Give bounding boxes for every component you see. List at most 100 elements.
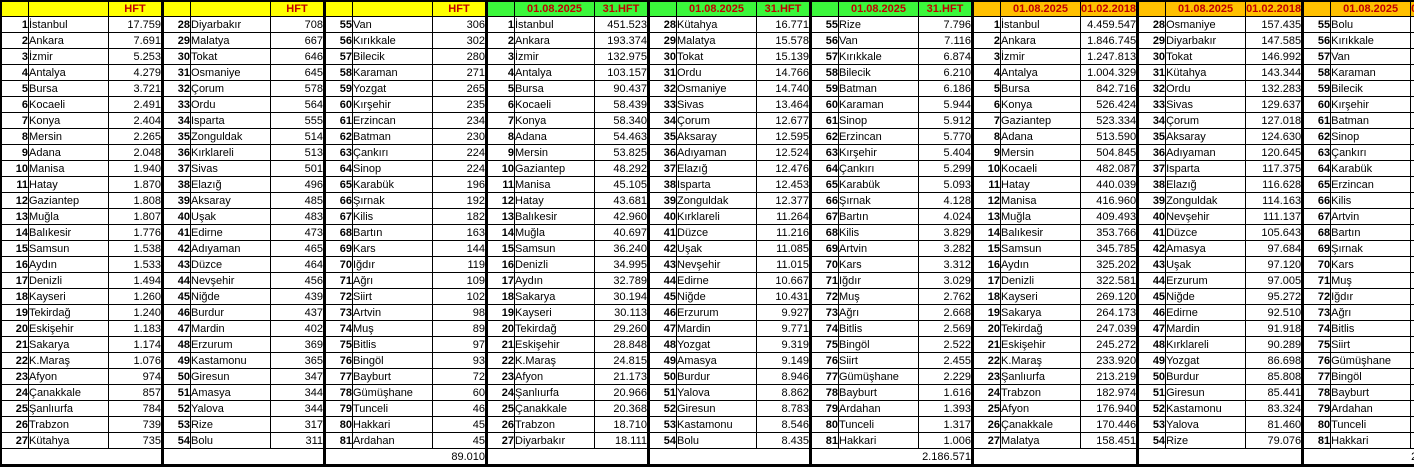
rank-cell[interactable]: 10 — [0, 160, 29, 177]
value-cell[interactable]: 97 — [432, 336, 487, 353]
value-cell[interactable]: 311 — [270, 432, 325, 449]
city-cell[interactable]: Osmaniye — [676, 80, 757, 97]
col-header-date[interactable]: 01.08.2025 — [1165, 0, 1247, 17]
city-cell[interactable]: Kars — [838, 256, 919, 273]
value-cell[interactable]: 504.845 — [1080, 144, 1138, 161]
value-cell[interactable]: 7.796 — [918, 16, 973, 33]
rank-cell[interactable]: 30 — [649, 48, 677, 65]
city-cell[interactable]: Kars — [352, 240, 433, 257]
value-cell[interactable]: 97.005 — [1245, 272, 1303, 289]
city-cell[interactable]: Şırnak — [838, 192, 919, 209]
value-cell[interactable]: 1.393 — [918, 400, 973, 417]
value-cell[interactable]: 269.120 — [1080, 288, 1138, 305]
rank-cell[interactable]: 35 — [649, 128, 677, 145]
rank-cell[interactable]: 13 — [487, 208, 515, 225]
value-cell[interactable]: 302 — [432, 32, 487, 49]
rank-cell[interactable]: 35 — [1138, 128, 1167, 145]
rank-cell[interactable]: 31 — [649, 64, 677, 81]
value-cell[interactable]: 645 — [270, 64, 325, 81]
rank-cell[interactable]: 74 — [1303, 320, 1332, 337]
rank-cell[interactable]: 47 — [649, 320, 677, 337]
city-cell[interactable]: Osmaniye — [190, 64, 271, 81]
city-cell[interactable]: Kırşehir — [352, 96, 433, 113]
city-cell[interactable]: Erzurum — [1165, 272, 1247, 289]
rank-cell[interactable]: 1 — [0, 16, 29, 33]
rank-cell[interactable]: 8 — [973, 128, 1001, 145]
value-cell[interactable]: 182 — [432, 208, 487, 225]
value-cell[interactable]: 46 — [432, 400, 487, 417]
rank-cell[interactable]: 64 — [1303, 160, 1332, 177]
city-cell[interactable]: Karabük — [1330, 160, 1412, 177]
rank-cell[interactable]: 54 — [1138, 432, 1167, 449]
city-cell[interactable]: Manisa — [1000, 192, 1081, 209]
rank-cell[interactable]: 7 — [973, 112, 1001, 129]
rank-cell[interactable]: 63 — [1303, 144, 1332, 161]
rank-cell[interactable]: 45 — [1138, 288, 1167, 305]
value-cell[interactable]: 1.317 — [918, 416, 973, 433]
city-cell[interactable]: İstanbul — [28, 16, 109, 33]
rank-cell[interactable]: 17 — [487, 272, 515, 289]
city-cell[interactable]: Muş — [352, 320, 433, 337]
rank-cell[interactable]: 77 — [1303, 368, 1332, 385]
col-header-rank[interactable] — [487, 0, 515, 17]
value-cell[interactable]: 234 — [432, 112, 487, 129]
value-cell[interactable]: 95.272 — [1245, 288, 1303, 305]
value-cell[interactable]: 325.202 — [1080, 256, 1138, 273]
value-cell[interactable]: 124.630 — [1245, 128, 1303, 145]
rank-cell[interactable]: 38 — [163, 176, 191, 193]
value-cell[interactable]: 10.431 — [756, 288, 811, 305]
rank-cell[interactable]: 43 — [163, 256, 191, 273]
rank-cell[interactable]: 78 — [325, 384, 353, 401]
city-cell[interactable]: Rize — [190, 416, 271, 433]
rank-cell[interactable]: 54 — [649, 432, 677, 449]
city-cell[interactable]: Malatya — [676, 32, 757, 49]
rank-cell[interactable]: 71 — [1303, 272, 1332, 289]
value-cell[interactable]: 111.137 — [1245, 208, 1303, 225]
rank-cell[interactable]: 63 — [811, 144, 839, 161]
rank-cell[interactable]: 15 — [0, 240, 29, 257]
total-cell[interactable]: 2.186.571 — [918, 448, 973, 467]
city-cell[interactable]: Burdur — [190, 304, 271, 321]
city-cell[interactable]: Kayseri — [28, 288, 109, 305]
value-cell[interactable]: 37.749 — [1410, 208, 1414, 225]
city-cell[interactable]: Batman — [1330, 112, 1412, 129]
city-cell[interactable]: Van — [352, 16, 433, 33]
col-header-value[interactable]: HFT — [432, 0, 487, 17]
city-cell[interactable]: Hatay — [514, 192, 595, 209]
rank-cell[interactable]: 22 — [0, 352, 29, 369]
value-cell[interactable]: 14.740 — [756, 80, 811, 97]
value-cell[interactable]: 24.815 — [594, 352, 649, 369]
value-cell[interactable]: 369 — [270, 336, 325, 353]
city-cell[interactable]: Eskişehir — [28, 320, 109, 337]
value-cell[interactable]: 43.104 — [1410, 192, 1414, 209]
value-cell[interactable]: 61.337 — [1410, 48, 1414, 65]
rank-cell[interactable]: 64 — [811, 160, 839, 177]
value-cell[interactable]: 578 — [270, 80, 325, 97]
value-cell[interactable]: 53.825 — [594, 144, 649, 161]
rank-cell[interactable]: 59 — [811, 80, 839, 97]
total-cell[interactable]: 20.690.538 — [1410, 448, 1414, 467]
city-cell[interactable]: Karaman — [1330, 64, 1412, 81]
rank-cell[interactable]: 38 — [649, 176, 677, 193]
value-cell[interactable]: 36.240 — [594, 240, 649, 257]
value-cell[interactable]: 2.491 — [108, 96, 163, 113]
rank-cell[interactable]: 44 — [649, 272, 677, 289]
rank-cell[interactable]: 55 — [325, 16, 353, 33]
rank-cell[interactable]: 37 — [1138, 160, 1167, 177]
value-cell[interactable]: 230 — [432, 128, 487, 145]
rank-cell[interactable]: 26 — [0, 416, 29, 433]
rank-cell[interactable]: 39 — [163, 192, 191, 209]
rank-cell[interactable]: 2 — [0, 32, 29, 49]
value-cell[interactable]: 1.076 — [108, 352, 163, 369]
value-cell[interactable]: 1.494 — [108, 272, 163, 289]
city-cell[interactable]: Diyarbakır — [190, 16, 271, 33]
rank-cell[interactable]: 78 — [811, 384, 839, 401]
rank-cell[interactable]: 66 — [811, 192, 839, 209]
city-cell[interactable]: Rize — [838, 16, 919, 33]
city-cell[interactable]: Çankırı — [838, 160, 919, 177]
city-cell[interactable]: Amasya — [676, 352, 757, 369]
rank-cell[interactable]: 45 — [649, 288, 677, 305]
value-cell[interactable]: 564 — [270, 96, 325, 113]
rank-cell[interactable]: 45 — [163, 288, 191, 305]
city-cell[interactable]: Batman — [838, 80, 919, 97]
